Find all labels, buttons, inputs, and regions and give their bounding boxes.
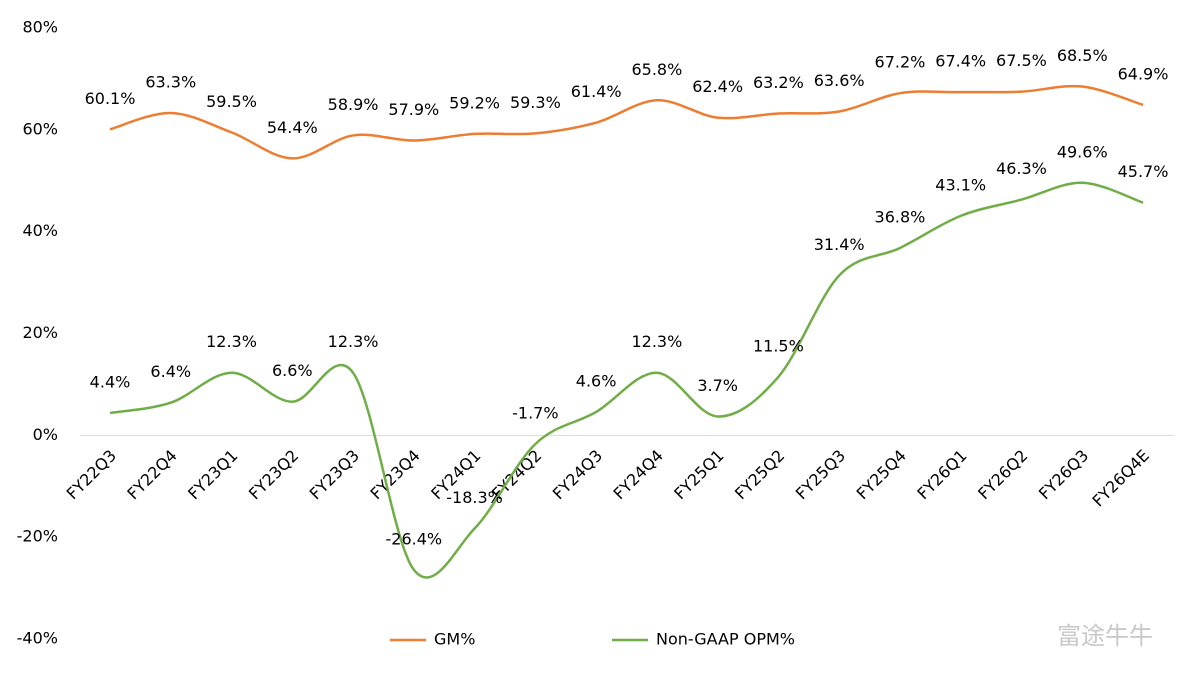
legend-label: Non-GAAP OPM%	[656, 630, 795, 649]
data-label: 45.7%	[1118, 162, 1169, 181]
data-label: 36.8%	[875, 207, 926, 226]
data-label: 31.4%	[814, 235, 865, 254]
data-label: 67.2%	[875, 53, 926, 72]
x-tick-label: FY24Q3	[549, 446, 606, 503]
data-label: 61.4%	[571, 82, 622, 101]
x-tick-label: FY23Q4	[366, 446, 423, 503]
x-tick-label: FY26Q3	[1035, 446, 1092, 503]
data-label: 63.2%	[753, 73, 804, 92]
data-label: -26.4%	[386, 529, 443, 548]
x-tick-label: FY23Q2	[245, 446, 302, 503]
data-label: 43.1%	[935, 175, 986, 194]
watermark: 富途牛牛	[1057, 622, 1153, 650]
x-tick-label: FY24Q4	[610, 446, 667, 503]
data-label: 12.3%	[328, 332, 379, 351]
data-label: 59.3%	[510, 93, 561, 112]
data-label: 4.4%	[90, 372, 131, 391]
data-label: 49.6%	[1057, 142, 1108, 161]
y-tick-label: 0%	[33, 425, 58, 444]
y-tick-label: 60%	[22, 119, 58, 138]
data-label: 4.6%	[576, 371, 617, 390]
data-label: 63.3%	[145, 73, 196, 92]
data-label: 62.4%	[692, 77, 743, 96]
data-label: 64.9%	[1118, 64, 1169, 83]
y-tick-label: 40%	[22, 221, 58, 240]
data-label: 63.6%	[814, 71, 865, 90]
data-label: 59.2%	[449, 93, 500, 112]
x-tick-label: FY26Q2	[974, 446, 1031, 503]
data-label: 59.5%	[206, 92, 257, 111]
x-tick-label: FY25Q1	[670, 446, 727, 503]
x-tick-label: FY23Q3	[306, 446, 363, 503]
data-label: 6.6%	[272, 361, 313, 380]
data-label: -1.7%	[512, 403, 558, 422]
y-tick-label: -40%	[17, 629, 58, 648]
data-label: 67.5%	[996, 51, 1047, 70]
data-label: 3.7%	[697, 376, 738, 395]
data-label: 12.3%	[631, 332, 682, 351]
data-label: 67.4%	[935, 52, 986, 71]
data-label: 65.8%	[631, 60, 682, 79]
x-tick-label: FY23Q1	[184, 446, 241, 503]
series-line	[109, 181, 1144, 579]
data-label: 6.4%	[150, 362, 191, 381]
data-label: -18.3%	[446, 488, 503, 507]
x-tick-label: FY22Q3	[63, 446, 120, 503]
x-tick-label: FY25Q2	[731, 446, 788, 503]
data-label: 57.9%	[388, 100, 439, 119]
data-label: 46.3%	[996, 159, 1047, 178]
data-label: 11.5%	[753, 336, 804, 355]
data-label: 12.3%	[206, 332, 257, 351]
series-line	[109, 84, 1144, 160]
x-tick-label: FY26Q1	[913, 446, 970, 503]
y-tick-label: -20%	[17, 527, 58, 546]
data-label: 60.1%	[85, 89, 136, 108]
x-tick-label: FY25Q3	[792, 446, 849, 503]
legend-label: GM%	[434, 630, 475, 649]
x-tick-label: FY25Q4	[853, 446, 910, 503]
x-tick-label: FY22Q4	[123, 446, 180, 503]
x-tick-label: FY26Q4E	[1089, 446, 1154, 511]
y-tick-label: 20%	[22, 323, 58, 342]
data-label: 58.9%	[328, 95, 379, 114]
data-label: 68.5%	[1057, 46, 1108, 65]
y-tick-label: 80%	[22, 18, 58, 37]
data-label: 54.4%	[267, 118, 318, 137]
